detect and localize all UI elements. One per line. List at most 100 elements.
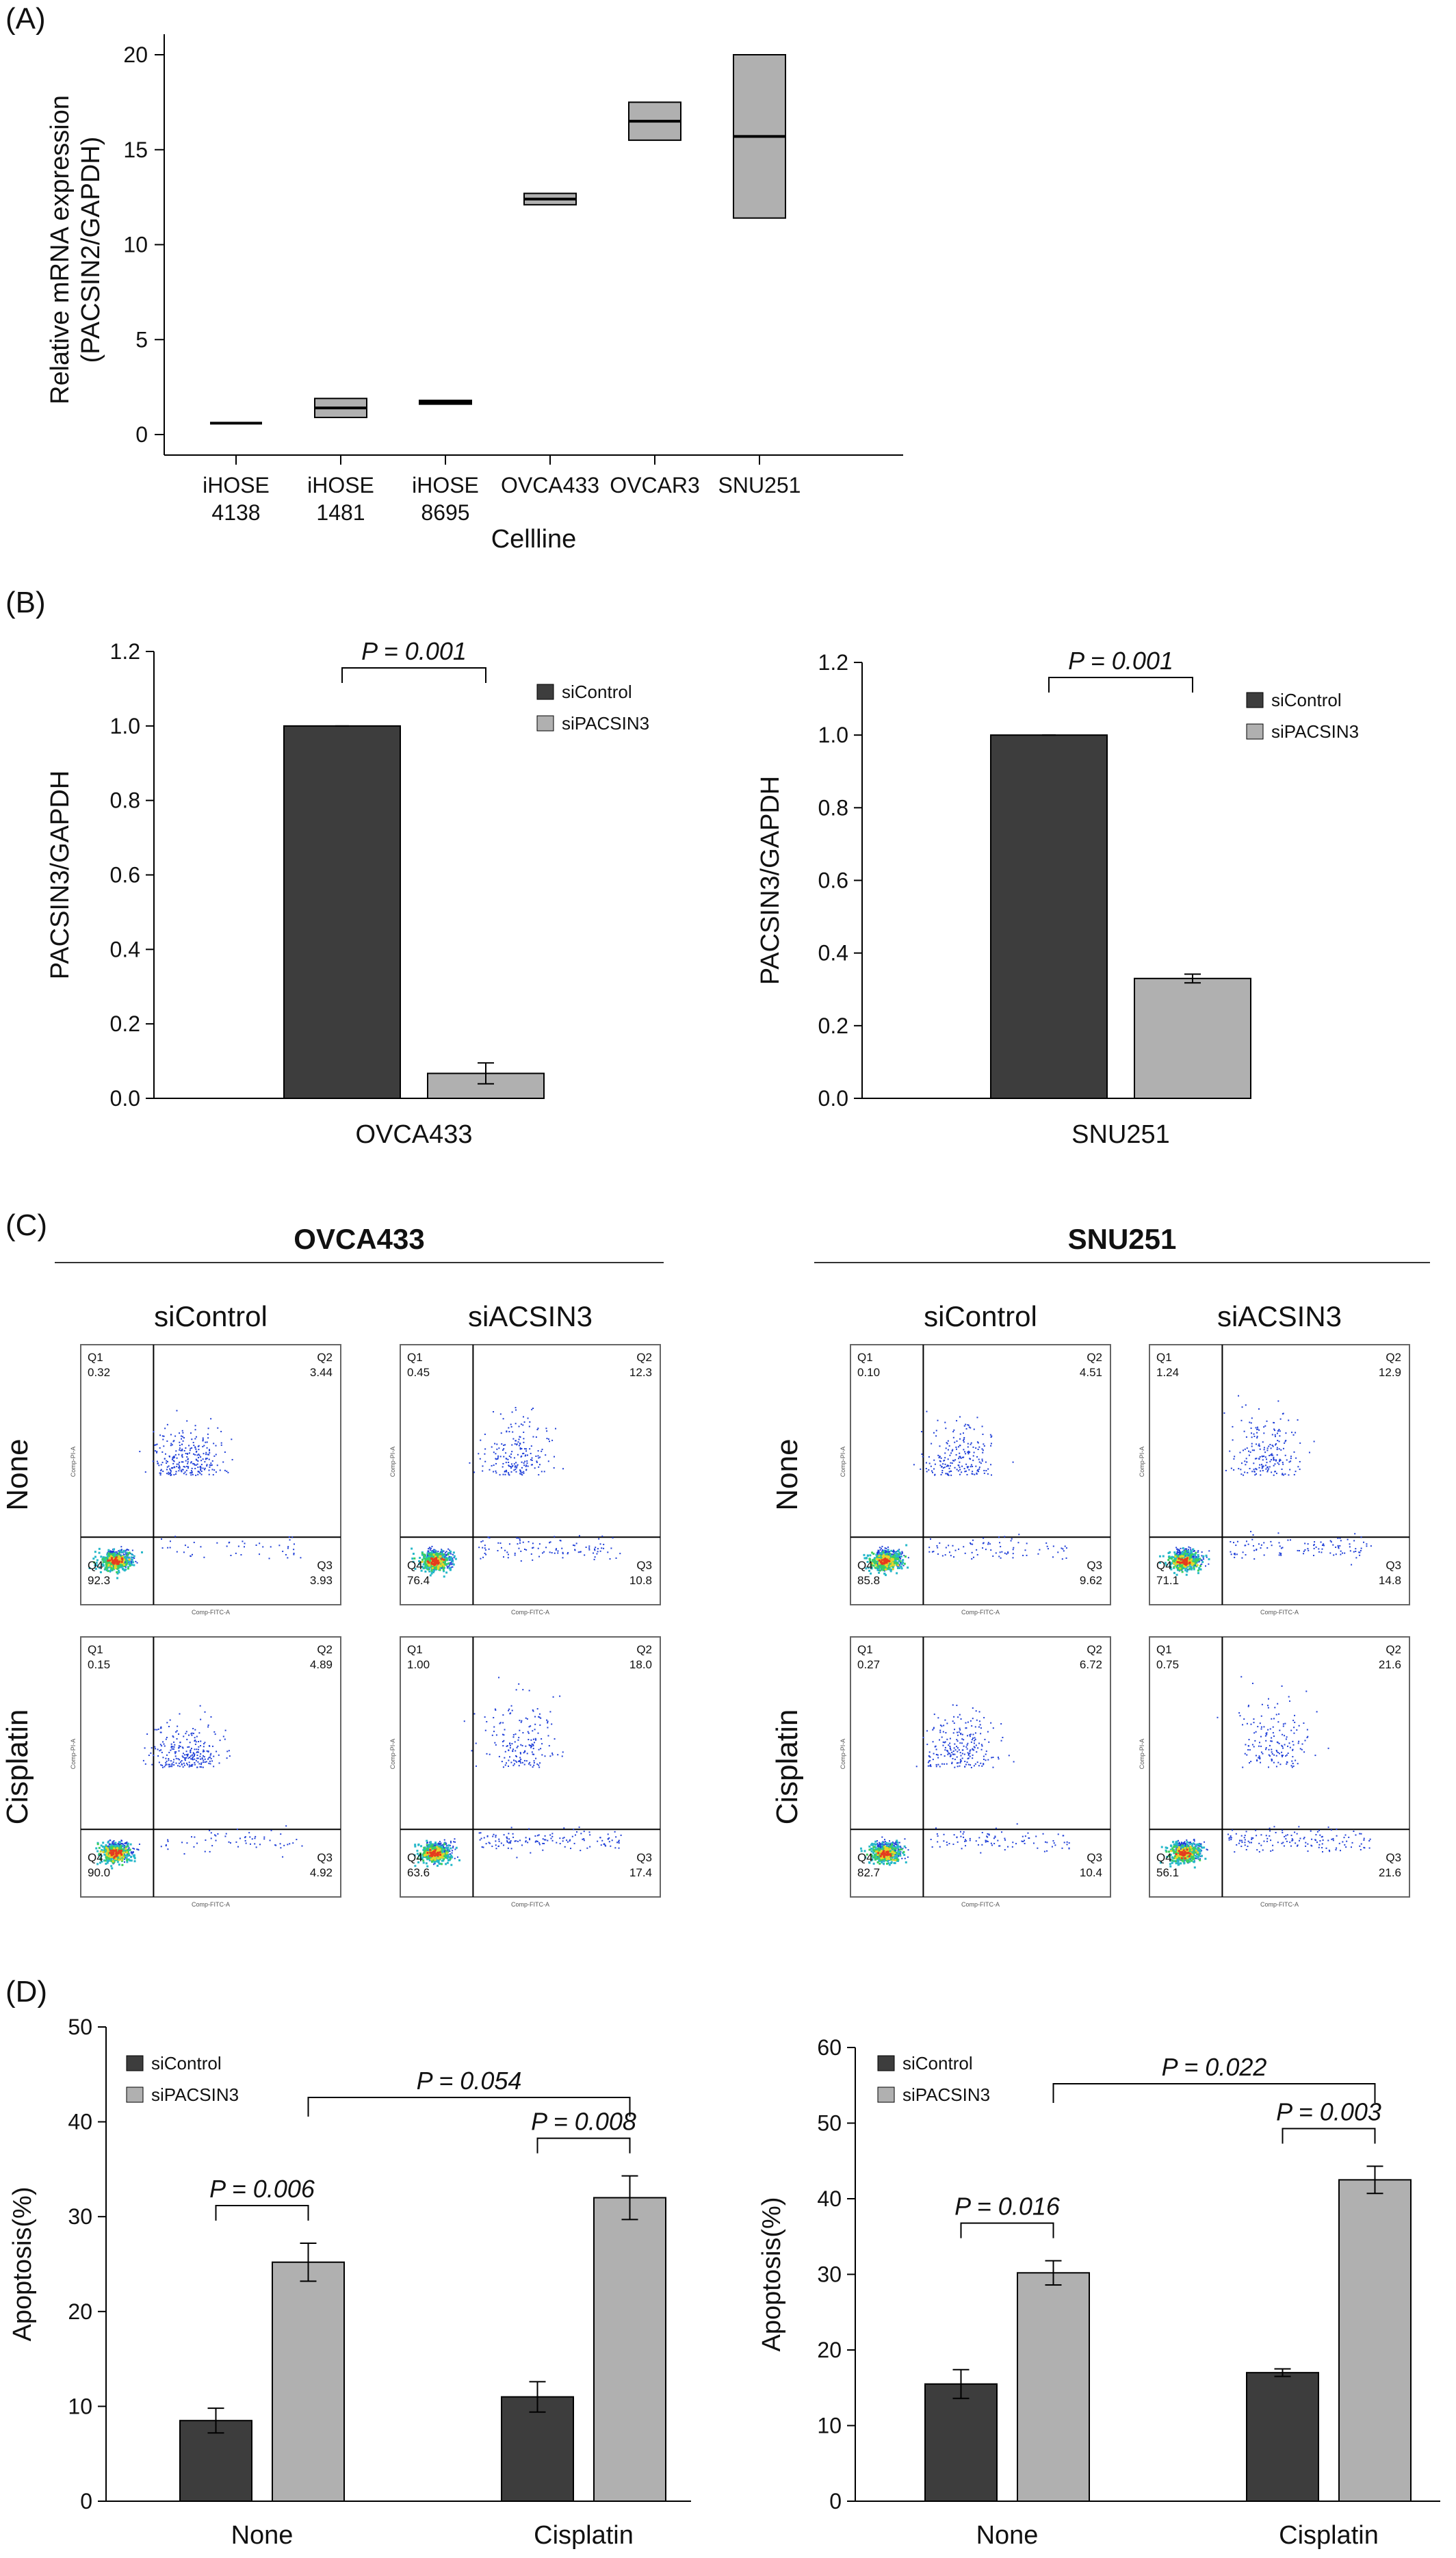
flow-dot [618,1847,620,1849]
flow-dot [506,1551,508,1553]
flow-dot [512,1836,515,1838]
flow-dot [159,1472,161,1474]
flow-dot [173,1456,175,1458]
panel-a-category-label: SNU251 [718,473,801,498]
flow-dot [166,1760,168,1762]
flow-dot [549,1542,551,1544]
flow-dot-dense [439,1566,442,1569]
flow-dot [559,1539,561,1541]
flow-dot [503,1834,505,1836]
flow-dot [161,1764,164,1766]
flow-dot-dense [433,1857,436,1859]
flow-dot-dense [439,1853,442,1856]
flow-dot-dense [416,1852,419,1855]
flow-dot-dense [427,1568,430,1571]
flow-dot [463,1720,465,1722]
flow-dot [892,1553,894,1555]
flow-dot [928,1551,931,1553]
flow-dot [446,1565,448,1567]
flow-dot [198,1748,200,1750]
flow-dot [608,1841,610,1843]
flow-dot-dense [437,1852,440,1855]
flow-dot [562,1557,564,1559]
flow-dot [439,1843,441,1845]
flow-dot [540,1748,542,1750]
flow-dot-dense [118,1552,120,1555]
flow-dot [530,1725,532,1727]
flow-dot [112,1841,114,1843]
flow-dot [542,1842,544,1844]
flow-dot-dense [109,1846,112,1848]
flow-dot [112,1863,114,1865]
flow-dot [532,1559,534,1561]
flow-q4-name: Q4 [407,1851,423,1864]
flow-dot [165,1844,167,1846]
flow-dot [270,1829,272,1831]
flow-dot [125,1550,127,1552]
flow-dot [180,1435,182,1437]
flow-dot [534,1729,536,1731]
flow-dot [978,1458,980,1460]
flow-plot: Q10.45Q212.3Q310.8Q476.4Comp-FITC-AComp-… [389,1344,661,1616]
flow-dot [136,1848,138,1850]
flow-dot [514,1554,516,1556]
flow-dot [193,1445,195,1447]
flow-dot-dense [431,1847,434,1850]
flow-dot-dense [98,1854,101,1857]
flow-dot [194,1739,196,1741]
flow-dot-dense [102,1851,105,1854]
flow-dot [962,1456,964,1458]
flow-dot [204,1850,206,1852]
flow-dot [207,1724,209,1727]
flow-dot [166,1722,168,1724]
flow-dot-dense [423,1557,426,1560]
flow-dot-dense [133,1564,135,1566]
flow-dot-dense [122,1549,125,1552]
flow-dot-dense [110,1858,113,1861]
flow-dot [507,1847,509,1849]
flow-dot [168,1766,170,1768]
flow-dot [951,1462,953,1464]
flow-dot [133,1558,135,1560]
flow-dot [515,1465,517,1467]
flow-dot [515,1750,517,1752]
flow-dot [287,1547,289,1549]
flow-dot [540,1717,542,1719]
flow-dot [190,1751,192,1753]
flow-dot [194,1429,196,1431]
flow-dot [231,1459,233,1461]
flow-dot-dense [116,1558,118,1560]
flow-dot [161,1462,164,1464]
flow-dot [536,1460,538,1462]
flow-dot-dense [107,1859,110,1862]
flow-dot [173,1440,175,1442]
flow-dot [186,1755,188,1757]
flow-dot [219,1469,221,1471]
flow-dot-dense [112,1855,114,1858]
panelB-right-category-label: SNU251 [1071,1120,1170,1149]
flow-dot [170,1469,172,1471]
flow-dot-dense [435,1860,438,1863]
flow-dot [192,1462,194,1464]
flow-dot [523,1462,525,1464]
flow-dot [583,1839,585,1842]
flow-dot [537,1450,539,1452]
flow-dot [124,1842,126,1844]
flow-dot [192,1733,194,1735]
flow-dot [961,1471,963,1473]
flow-dot-dense [432,1859,435,1861]
flow-dot-dense [104,1566,107,1569]
panelB-left-ytick-label: 0.4 [110,937,140,961]
flow-dot [169,1547,171,1549]
flow-dot [434,1843,437,1845]
flow-dot-dense [110,1565,113,1568]
flow-dot-dense [433,1850,436,1852]
flow-dot [484,1716,486,1718]
flow-dot [192,1756,194,1758]
flow-dot [169,1766,171,1768]
flow-dot [186,1842,188,1844]
flow-plot-dots [88,1410,302,1579]
flow-dot [530,1459,532,1461]
flow-dot [170,1746,172,1748]
flow-dot [1064,1545,1066,1547]
